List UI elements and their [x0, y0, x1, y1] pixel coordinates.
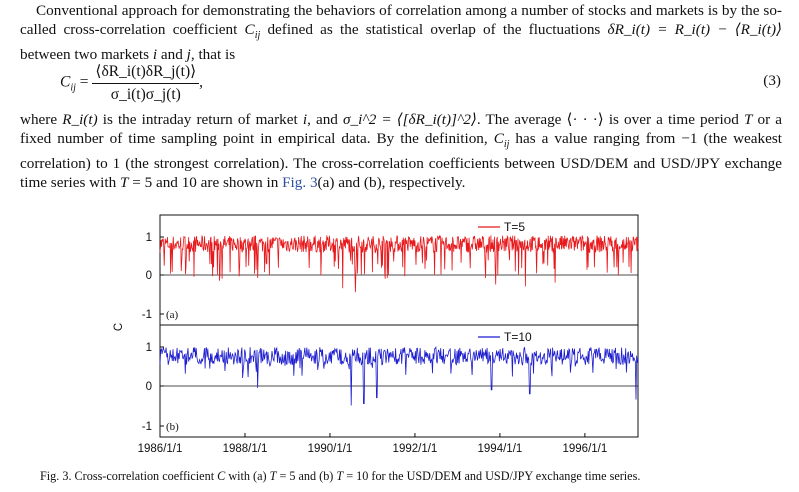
series-line-0 [159, 234, 639, 293]
x-tick-label-2: 1990/1/1 [308, 443, 353, 455]
eq-comma: , [199, 73, 204, 91]
eq-lhs-sub: ij [70, 82, 76, 94]
legend-label-1: T=10 [504, 330, 532, 344]
p1-text-3: between two markets [20, 46, 153, 64]
y-tick-label-0-1: 0 [146, 270, 152, 282]
eq-fraction: ⟨δR_i(t)δR_j(t)⟩ σ_i(t)σ_j(t) [92, 62, 200, 104]
eq-equals: = [75, 73, 93, 91]
fluctuation-formula: δR_i(t) = R_i(t) − ⟨R_i(t)⟩ [607, 21, 782, 38]
p2-text: where [20, 111, 63, 128]
caption-T2: T [336, 469, 344, 483]
figure-caption: Fig. 3. Cross-correlation coefficient C … [40, 469, 640, 484]
x-tick-label-4: 1994/1/1 [478, 443, 523, 455]
legend-label-0: T=5 [504, 220, 525, 234]
p1-and: and [157, 46, 187, 64]
var-T: T [743, 111, 753, 128]
x-tick-label-0: 1986/1/1 [138, 443, 183, 455]
p1-text: Conventional approach for demonstrating … [20, 2, 782, 38]
equation-number: (3) [763, 72, 781, 89]
caption-t1: with (a) [225, 469, 270, 483]
cij-var: C [244, 21, 255, 38]
x-tick-label-5: 1996/1/1 [563, 443, 608, 455]
p1-text-4: , that is [190, 46, 236, 64]
fig-3-link[interactable]: Fig. 3 [282, 174, 318, 192]
caption-T1: T [269, 469, 277, 483]
caption-t2: = 5 and (b) [276, 469, 337, 483]
y-tick-label-1-2: -1 [142, 421, 152, 433]
eq-denominator: σ_i(t)σ_j(t) [110, 86, 181, 103]
panel-label-1: (b) [166, 421, 179, 433]
p2-text-5: or a fixed number of time sampling point… [20, 111, 782, 147]
p2-text-4: . The average ⟨· · ·⟩ is over a time per… [476, 111, 744, 128]
y-tick-label-0-2: -1 [142, 309, 152, 321]
caption-prefix: Fig. 3. Cross-correlation coefficient [40, 469, 218, 483]
panel-a: 1 0 -1 T=5 (a) [142, 214, 639, 326]
y-tick-label-1-0: 1 [146, 342, 152, 354]
y-axis-label: C [113, 323, 125, 331]
var-i-2: i [302, 111, 308, 128]
ri-var: R_i(t) [62, 111, 98, 128]
var-j: j [186, 46, 191, 64]
cij-sub-2: ij [503, 139, 510, 151]
p2-text-7: = 5 and 10 are shown in [128, 174, 283, 192]
cij-var-2: C [493, 130, 504, 147]
cij-sub: ij [254, 30, 261, 42]
caption-t3: = 10 for the USD/DEM and USD/JPY exchang… [343, 469, 641, 483]
p2-text-2: is the intraday return of market [97, 111, 303, 128]
x-tick-label-3: 1992/1/1 [393, 443, 438, 455]
series-line-1 [159, 346, 639, 406]
plot-frame-0 [159, 214, 639, 326]
paragraph-2: where R_i(t) is the intraday return of m… [20, 110, 782, 192]
panel-b: 1 0 -1 T=10 (b) 1986/1/1 1988/1/1 1990/1/1 1992/… [138, 324, 639, 455]
sigma-formula: σ_i^2 = ⟨[δR_i(t)]^2⟩ [342, 111, 477, 128]
panel-label-0: (a) [166, 309, 179, 321]
caption-C: C [217, 469, 226, 483]
plot-frame-1 [159, 324, 639, 438]
y-tick-label-1-1: 0 [146, 381, 152, 393]
equation-3: Cij = ⟨δR_i(t)δR_j(t)⟩ σ_i(t)σ_j(t), [60, 62, 203, 104]
p2-text-6: has a value ranging from −1 (the weakest… [20, 130, 782, 192]
var-T-2: T [119, 174, 129, 192]
p2-text-3: , and [307, 111, 343, 128]
eq-lhs: C [60, 73, 71, 91]
p2-text-8: (a) and (b), respectively. [317, 174, 466, 192]
x-tick-label-1: 1988/1/1 [223, 443, 268, 455]
eq-numerator: ⟨δR_i(t)δR_j(t)⟩ [92, 62, 200, 84]
y-tick-label-0-0: 1 [146, 232, 152, 244]
paragraph-1: Conventional approach for demonstrating … [20, 1, 782, 64]
var-i: i [152, 46, 158, 64]
p1-text-2: defined as the statistical overlap of th… [260, 21, 608, 38]
